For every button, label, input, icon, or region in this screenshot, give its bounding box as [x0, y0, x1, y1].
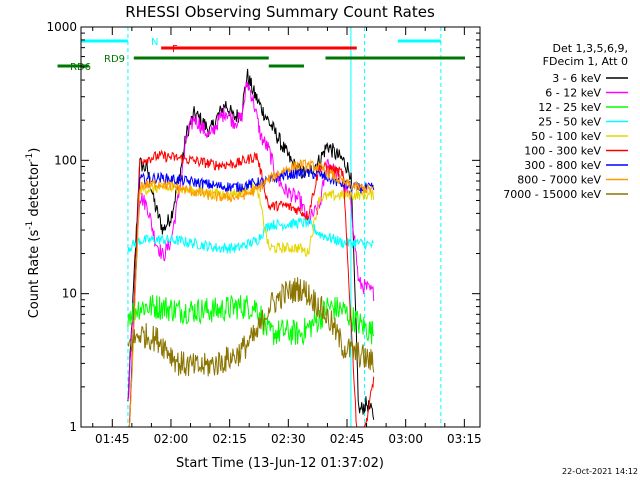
series-line-0: [127, 68, 375, 420]
y-tick-label-2: 100: [54, 153, 77, 167]
x-tick-label-4: 02:45: [330, 432, 365, 446]
series-line-8: [127, 277, 375, 377]
x-tick-label-2: 02:15: [212, 432, 247, 446]
annotation-label-rd9: RD9: [104, 54, 125, 65]
legend-label-0: 3 - 6 keV: [552, 72, 601, 85]
legend-header-0: Det 1,3,5,6,9,: [552, 42, 628, 55]
series-line-7: [127, 158, 375, 428]
series-line-2: [127, 294, 375, 346]
chart-title: RHESSI Observing Summary Count Rates: [125, 3, 435, 21]
plot-frame: [80, 26, 481, 428]
legend-label-3: 25 - 50 keV: [538, 116, 601, 129]
legend: Det 1,3,5,6,9,FDecim 1, Att 0 3 - 6 keV 6 …: [503, 42, 628, 201]
footer-timestamp: 22-Oct-2021 14:12: [562, 467, 638, 476]
series-line-5: [127, 149, 375, 428]
legend-label-5: 100 - 300 keV: [524, 145, 601, 158]
x-tick-label-5: 03:00: [388, 432, 423, 446]
x-tick-label-3: 02:30: [271, 432, 306, 446]
legend-label-1: 6 - 12 keV: [545, 87, 601, 100]
legend-label-4: 50 - 100 keV: [531, 130, 601, 143]
axes: 01:45 02:00 02:15 02:30 02:45 03:00 03:15 1 10 10…: [46, 20, 481, 446]
y-axis-label: Count Rate (s-1 detector-1): [25, 148, 42, 319]
y-tick-label-3: 1000: [46, 20, 77, 34]
annotation-label-n: N: [151, 37, 158, 48]
x-tick-label-0: 01:45: [95, 432, 130, 446]
x-tick-label-1: 02:00: [154, 432, 189, 446]
x-tick-label-6: 03:15: [447, 432, 482, 446]
legend-label-7: 800 - 7000 keV: [517, 174, 601, 187]
y-tick-label-1: 10: [62, 287, 77, 301]
legend-header-1: FDecim 1, Att 0: [543, 55, 628, 68]
x-axis-label: Start Time (13-Jun-12 01:37:02): [176, 456, 384, 471]
annotation-label-f: F: [172, 44, 178, 55]
legend-label-6: 300 - 800 keV: [524, 159, 601, 172]
legend-label-8: 7000 - 15000 keV: [503, 188, 601, 201]
series-line-3: [127, 216, 374, 254]
legend-label-2: 12 - 25 keV: [538, 101, 601, 114]
y-tick-label-0: 1: [69, 420, 77, 434]
